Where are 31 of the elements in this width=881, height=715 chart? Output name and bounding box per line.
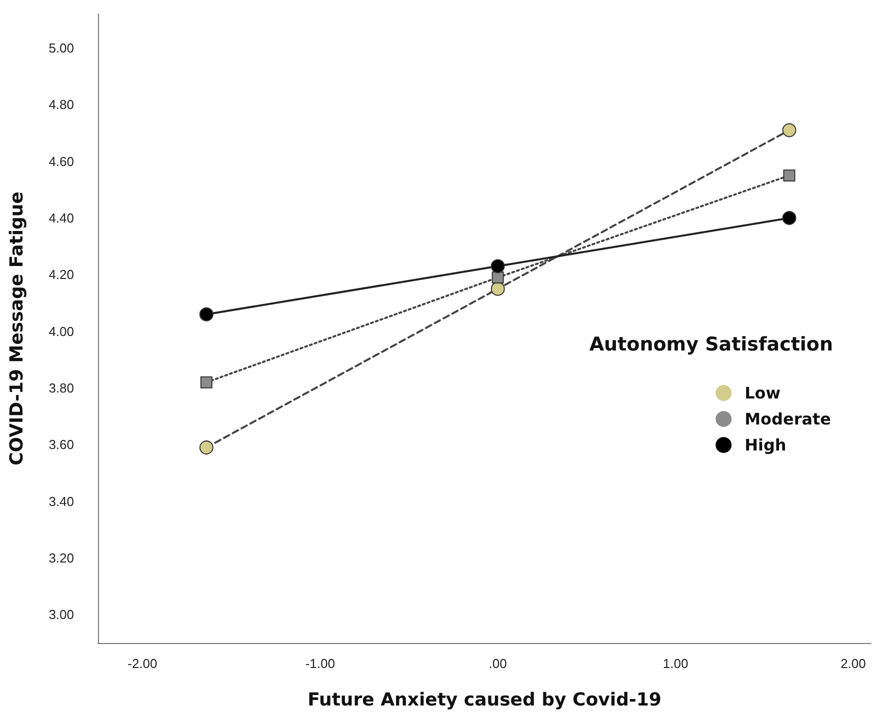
point <box>492 272 504 284</box>
y-tick-label: 4.60 <box>48 154 74 169</box>
y-tick-label: 4.20 <box>48 267 74 282</box>
x-tick-label: .00 <box>488 656 507 671</box>
x-tick-label: -2.00 <box>128 656 158 671</box>
legend-label: High <box>744 436 786 454</box>
y-tick-label: 4.40 <box>48 210 74 226</box>
y-tick-label: 4.80 <box>48 97 74 112</box>
point <box>199 440 214 454</box>
x-axis-title: Future Anxiety caused by Covid-19 <box>308 690 662 710</box>
point <box>783 170 796 182</box>
x-tick-label: 1.00 <box>662 656 688 671</box>
point <box>490 259 505 274</box>
point <box>200 376 212 388</box>
y-tick-label: 4.00 <box>48 324 74 339</box>
y-tick-label: 3.60 <box>48 437 74 452</box>
y-tick-label: 3.20 <box>48 550 74 566</box>
point <box>490 282 505 296</box>
point <box>782 123 796 138</box>
point <box>782 211 796 225</box>
y-axis-title: COVID-19 Message Fatigue <box>6 192 28 466</box>
legend-label: Moderate <box>744 410 832 428</box>
point <box>199 307 214 322</box>
y-tick-label: 5.00 <box>48 40 74 56</box>
legend-title: Autonomy Satisfaction <box>589 334 834 356</box>
y-tick-label: 3.80 <box>48 380 74 396</box>
x-tick-label: -1.00 <box>305 656 335 671</box>
legend-label: Low <box>744 384 781 402</box>
y-tick-label: 3.40 <box>48 494 74 509</box>
y-tick-label: 3.00 <box>48 607 74 622</box>
x-tick-label: 2.00 <box>840 656 866 671</box>
